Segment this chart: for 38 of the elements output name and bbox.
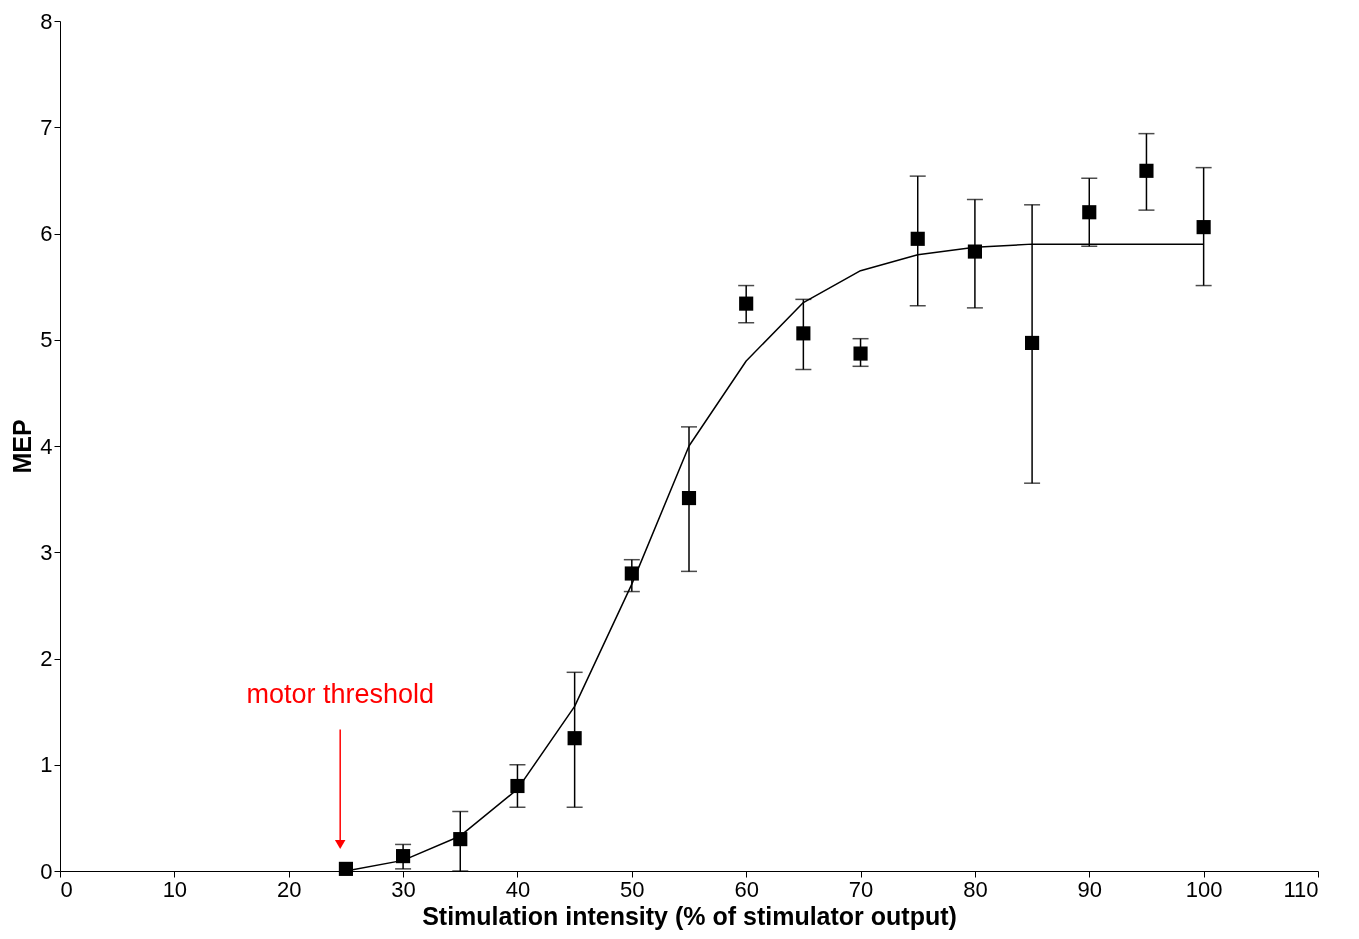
point: [796, 326, 811, 341]
y-axis-title: MEP: [8, 419, 37, 474]
x-tick-label: 110: [1283, 876, 1319, 902]
y-tick-label: 4: [40, 433, 53, 459]
x-tick-label: 60: [734, 876, 759, 902]
point: [853, 346, 868, 361]
x-tick-label: 90: [1077, 876, 1103, 902]
x-tick-label: 50: [620, 876, 645, 902]
point: [1139, 163, 1154, 178]
point: [1196, 220, 1211, 235]
y-tick-label: 3: [40, 539, 53, 565]
y-tick-label: 5: [40, 327, 53, 353]
y-tick-label: 1: [40, 752, 53, 778]
point: [510, 778, 525, 794]
x-tick-label: 0: [60, 876, 73, 902]
x-tick-label: 70: [848, 876, 874, 902]
x-axis-title: Stimulation intensity (% of stimulator output): [422, 901, 957, 930]
annotation: motor threshold: [246, 679, 434, 710]
y-tick-label: 7: [40, 114, 53, 140]
x-tick-label: 10: [162, 876, 188, 902]
y-tick-label: 2: [40, 646, 53, 671]
point: [338, 861, 353, 876]
point: [681, 490, 697, 506]
y-tick-label: 6: [40, 221, 53, 246]
point: [1025, 335, 1040, 351]
x-tick-label: 80: [963, 876, 988, 902]
point: [739, 296, 754, 311]
point: [910, 231, 925, 246]
y-tick-label: 8: [40, 8, 53, 34]
x-tick-label: 100: [1185, 876, 1223, 902]
x-tick-label: 40: [505, 876, 531, 902]
point: [624, 566, 639, 581]
point: [1082, 205, 1097, 220]
x-tick-label: 30: [391, 876, 416, 902]
point: [567, 731, 582, 746]
point: [967, 244, 982, 259]
x-tick-label: 20: [276, 876, 302, 902]
y-tick-label: 0: [40, 858, 53, 884]
